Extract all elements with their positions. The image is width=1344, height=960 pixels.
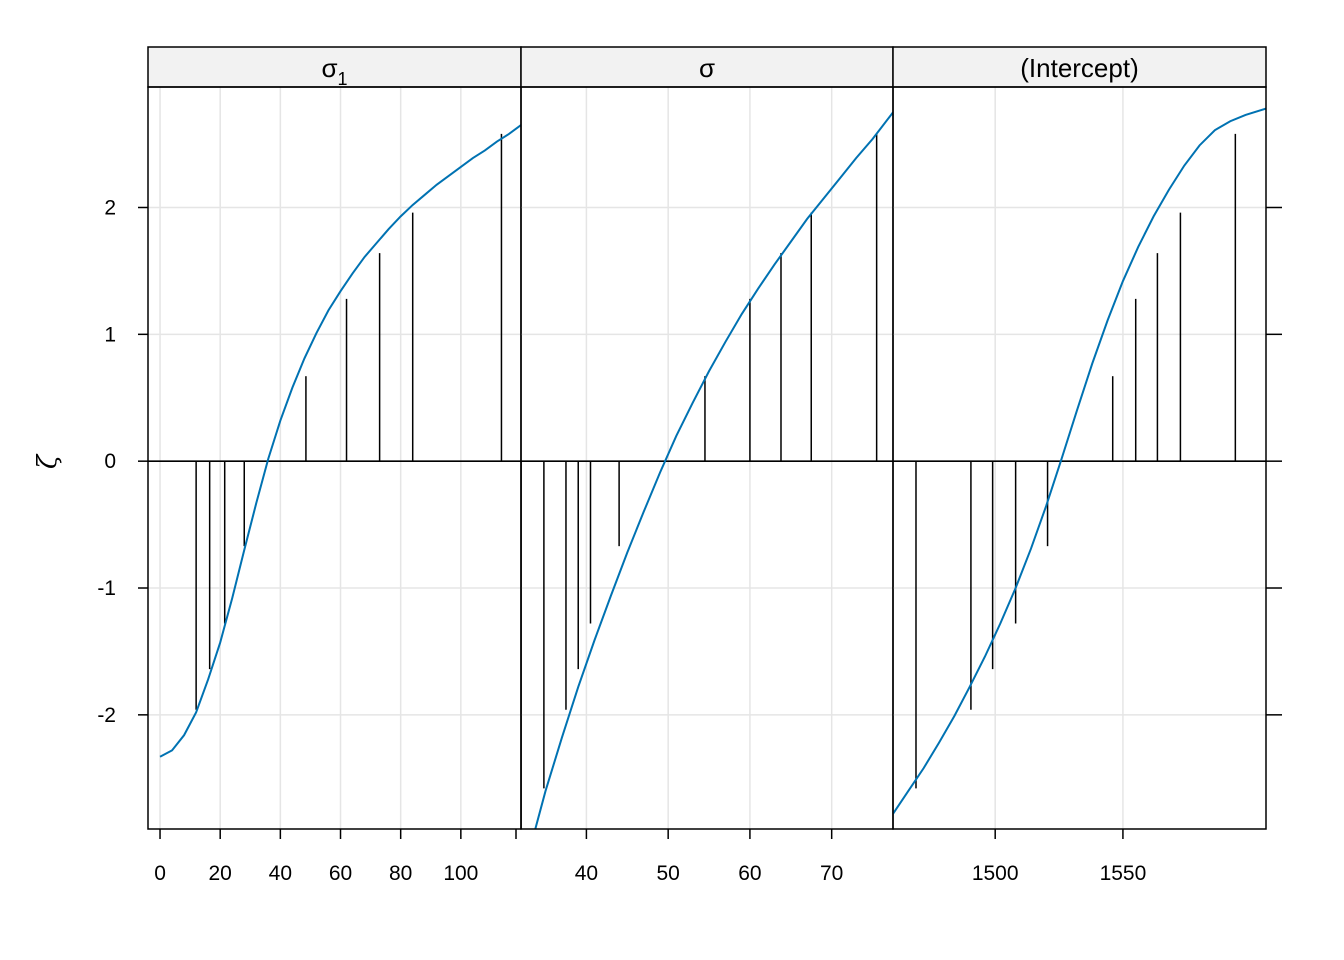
strip-background (892, 46, 1267, 88)
x-tick-label: 60 (738, 862, 761, 885)
strip-label-main: σ (321, 53, 337, 83)
strip-label: σ (699, 53, 715, 83)
strip-label-main: σ (699, 53, 715, 83)
y-tick-label: 2 (104, 196, 116, 219)
panel-1: σ1 0 20 40 60 80 100 (147, 46, 522, 885)
panel-3: (Intercept) 1500 1550 (892, 46, 1267, 885)
y-tick-label: 0 (104, 450, 116, 473)
x-tick-label: 0 (154, 862, 166, 885)
x-tick-label: 80 (389, 862, 412, 885)
x-tick-label: 20 (209, 862, 232, 885)
profile-curve (534, 111, 893, 829)
y-tick-label: 1 (104, 323, 116, 346)
panel-border (147, 86, 522, 830)
x-tick-label: 1550 (1100, 862, 1147, 885)
strip-label: σ1 (321, 53, 347, 89)
panel-2: σ 40 50 60 70 (520, 46, 894, 885)
x-tick-label: 50 (656, 862, 679, 885)
x-tick-label: 100 (443, 862, 478, 885)
panel-border (520, 86, 894, 830)
profile-curve (159, 124, 521, 758)
strip-label: (Intercept) (1020, 53, 1139, 83)
x-tick-label: 1500 (972, 862, 1019, 885)
y-tick-label: -2 (97, 704, 116, 727)
strip-background (520, 46, 894, 88)
x-tick-label: 40 (269, 862, 292, 885)
strip-label-main: (Intercept) (1020, 53, 1139, 83)
x-tick-label: 70 (820, 862, 843, 885)
panel-border (892, 86, 1267, 830)
panel-content (159, 124, 521, 758)
x-tick-label: 40 (575, 862, 598, 885)
profile-curve (893, 107, 1266, 815)
strip-label-subscript: 1 (338, 69, 348, 89)
y-tick-label: -1 (97, 577, 116, 600)
y-axis-label: ζ (33, 453, 63, 469)
panel-content (893, 107, 1266, 815)
x-tick-label: 60 (329, 862, 352, 885)
panel-content (521, 111, 893, 829)
